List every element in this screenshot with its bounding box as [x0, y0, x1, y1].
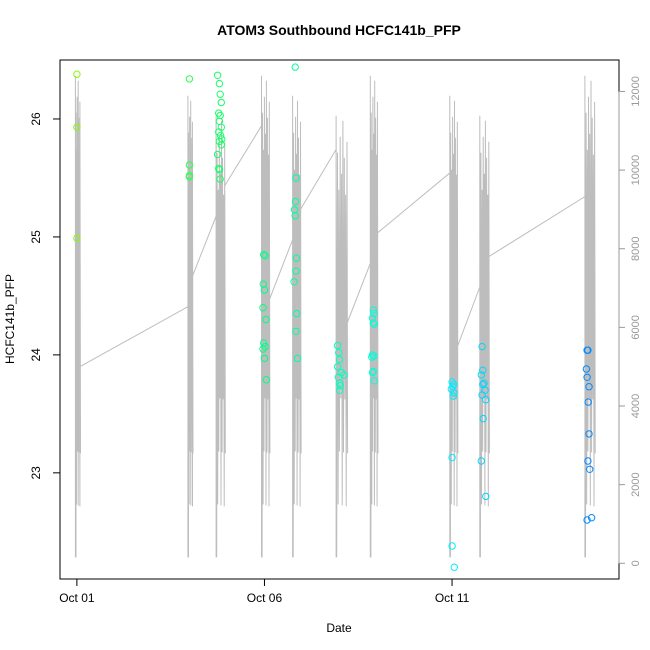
data-point — [292, 254, 301, 262]
data-point — [478, 342, 486, 351]
data-point — [213, 71, 222, 80]
data-point — [482, 396, 490, 404]
data-point — [586, 465, 594, 473]
data-point — [185, 75, 194, 83]
data-point — [584, 346, 592, 354]
data-point — [336, 381, 344, 390]
x-axis-title: Date — [326, 621, 352, 635]
data-point — [478, 391, 486, 399]
y2-tick-label: 4000 — [630, 394, 642, 418]
y2-tick-label: 6000 — [630, 315, 642, 339]
data-point — [449, 392, 457, 400]
data-point — [583, 516, 591, 524]
data-point — [582, 365, 591, 373]
altitude-trace — [74, 75, 596, 558]
y2-tick-label: 10000 — [630, 155, 642, 186]
data-point — [585, 383, 593, 391]
data-point — [260, 250, 268, 259]
data-point — [262, 376, 270, 384]
data-point — [291, 212, 299, 220]
data-point — [216, 175, 224, 183]
chart-title: ATOM3 Southbound HCFC141b_PFP — [217, 22, 461, 38]
data-point — [370, 320, 379, 328]
y2-axis: 0 2000 4000 6000 8000 10000 12000 — [618, 76, 642, 566]
data-point — [290, 278, 298, 286]
y-axis-title: HCFC141b_PFP — [3, 274, 17, 364]
y-tick-label: 25 — [29, 230, 43, 244]
data-point — [260, 354, 269, 363]
data-point — [333, 341, 342, 350]
data-point — [73, 123, 81, 131]
x-tick-label: Oct 11 — [435, 591, 470, 605]
data-point — [291, 197, 300, 206]
data-point — [368, 368, 377, 377]
data-point — [217, 141, 226, 149]
data-point — [333, 363, 342, 371]
data-point — [479, 366, 487, 374]
data-point — [448, 453, 456, 462]
data-point — [584, 398, 592, 406]
altitude-line — [74, 75, 596, 558]
data-points — [73, 63, 596, 571]
x-tick-label: Oct 06 — [247, 591, 283, 605]
data-point — [260, 286, 269, 294]
data-point — [480, 379, 488, 387]
data-point — [73, 70, 81, 78]
y-tick-label: 23 — [29, 466, 43, 480]
data-point — [73, 234, 81, 242]
y-tick-label: 26 — [29, 112, 43, 126]
data-point — [370, 309, 378, 318]
data-point — [477, 457, 485, 465]
data-point — [587, 514, 596, 522]
data-point — [215, 164, 223, 173]
data-point — [368, 353, 376, 361]
data-point — [370, 377, 379, 385]
data-point — [335, 386, 344, 394]
data-point — [259, 304, 267, 312]
data-point — [261, 342, 269, 351]
data-point — [369, 367, 377, 376]
data-point — [213, 150, 222, 159]
data-point — [477, 371, 485, 379]
data-point — [479, 414, 487, 423]
y2-tick-label: 0 — [630, 560, 642, 566]
data-point — [215, 128, 223, 136]
data-point — [262, 315, 270, 324]
data-point — [450, 388, 458, 397]
data-point — [335, 355, 344, 364]
data-point — [293, 354, 302, 363]
data-point — [215, 166, 224, 174]
data-point — [217, 98, 226, 107]
data-point — [292, 267, 300, 275]
data-point — [583, 373, 591, 381]
data-point — [215, 79, 224, 88]
data-point — [448, 542, 456, 550]
y2-tick-label: 2000 — [630, 472, 642, 496]
data-point — [585, 430, 593, 438]
x-tick-label: Oct 01 — [59, 591, 95, 605]
data-point — [185, 161, 194, 169]
data-point — [482, 492, 490, 501]
y-axis: 23 24 25 26 — [29, 112, 61, 480]
y2-tick-label: 8000 — [630, 236, 642, 260]
x-axis: Oct 01 Oct 06 Oct 11 — [59, 578, 470, 605]
data-point — [185, 173, 194, 181]
data-point — [292, 327, 300, 335]
data-point — [261, 252, 269, 260]
y2-tick-label: 12000 — [630, 76, 642, 107]
data-point — [292, 174, 300, 182]
data-point — [291, 63, 299, 71]
data-point — [335, 348, 343, 357]
data-point — [369, 306, 377, 314]
data-point — [215, 137, 224, 146]
data-point — [584, 457, 592, 465]
data-point — [216, 90, 224, 98]
data-point — [369, 319, 377, 327]
data-point — [450, 563, 458, 571]
data-point — [293, 309, 301, 318]
data-point — [259, 345, 267, 353]
y-tick-label: 24 — [29, 348, 43, 362]
